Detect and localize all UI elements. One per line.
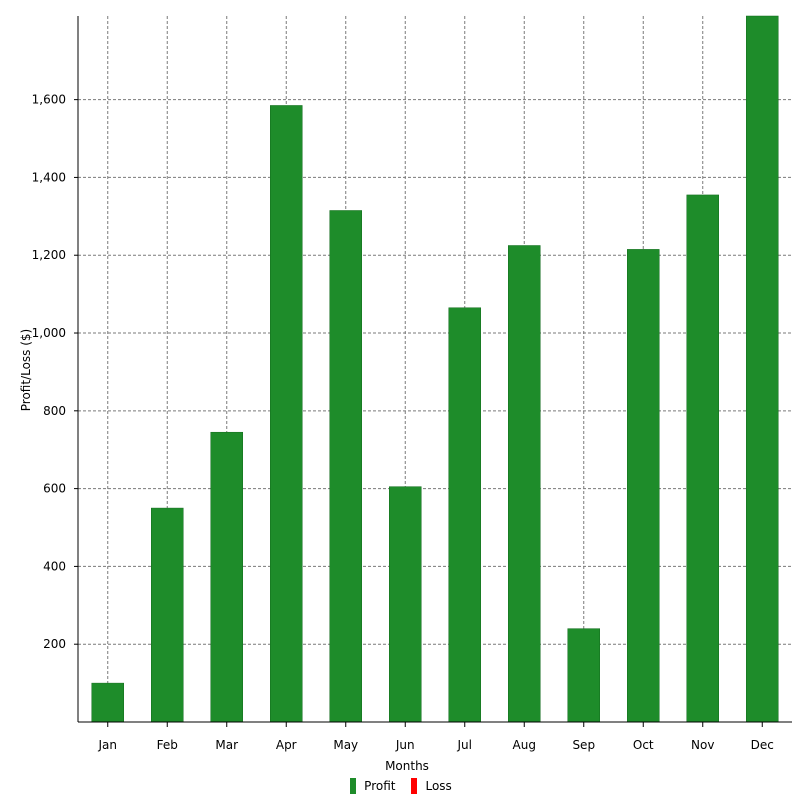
x-tick-label: Nov (691, 738, 714, 752)
y-axis-ticks: 200 400 600 800 1,000 1,200 1,400 1,600 (32, 93, 78, 651)
x-tick-label: Jan (98, 738, 118, 752)
y-tick-label: 1,200 (32, 248, 66, 262)
legend-swatch-profit (350, 778, 357, 794)
y-tick-label: 400 (43, 559, 66, 573)
x-tick-label: Mar (215, 738, 238, 752)
x-axis-ticks: Jan Feb Mar Apr May Jun Jul Aug Sep Oct Nov Dec (98, 722, 774, 752)
y-tick-label: 1,600 (32, 93, 66, 107)
bar-profit-jul (448, 307, 481, 723)
x-tick-label: Dec (751, 738, 774, 752)
x-tick-label: May (333, 738, 358, 752)
bars (91, 15, 779, 723)
x-tick-label: Feb (157, 738, 178, 752)
x-axis-title: Months (385, 759, 429, 773)
x-tick-label: Jun (395, 738, 415, 752)
legend-item-loss: Loss (411, 778, 452, 794)
x-tick-label: Apr (276, 738, 297, 752)
legend-label-loss: Loss (425, 779, 452, 793)
y-tick-label: 200 (43, 637, 66, 651)
y-tick-label: 1,400 (32, 170, 66, 184)
grid-lines (78, 16, 792, 722)
bar-profit-feb (151, 507, 184, 723)
x-tick-label: Aug (513, 738, 536, 752)
bar-profit-may (329, 210, 362, 723)
y-tick-label: 1,000 (32, 326, 66, 340)
y-tick-label: 600 (43, 482, 66, 496)
x-tick-label: Sep (572, 738, 595, 752)
bar-profit-apr (270, 105, 303, 723)
axes (77, 16, 792, 723)
bar-profit-dec (746, 15, 779, 723)
bar-profit-oct (627, 249, 660, 723)
y-tick-label: 800 (43, 404, 66, 418)
bar-profit-jan (91, 682, 124, 723)
x-tick-label: Jul (457, 738, 472, 752)
bar-profit-sep (567, 628, 600, 723)
x-tick-label: Oct (633, 738, 654, 752)
legend-label-profit: Profit (364, 779, 396, 793)
legend: Profit Loss (0, 776, 802, 796)
bar-profit-mar (210, 431, 243, 723)
bar-profit-aug (508, 245, 541, 723)
legend-swatch-loss (411, 778, 418, 794)
bar-profit-nov (686, 194, 719, 723)
legend-item-profit: Profit (350, 778, 395, 794)
y-axis-title: Profit/Loss ($) (19, 329, 33, 411)
bar-profit-jun (389, 486, 422, 723)
